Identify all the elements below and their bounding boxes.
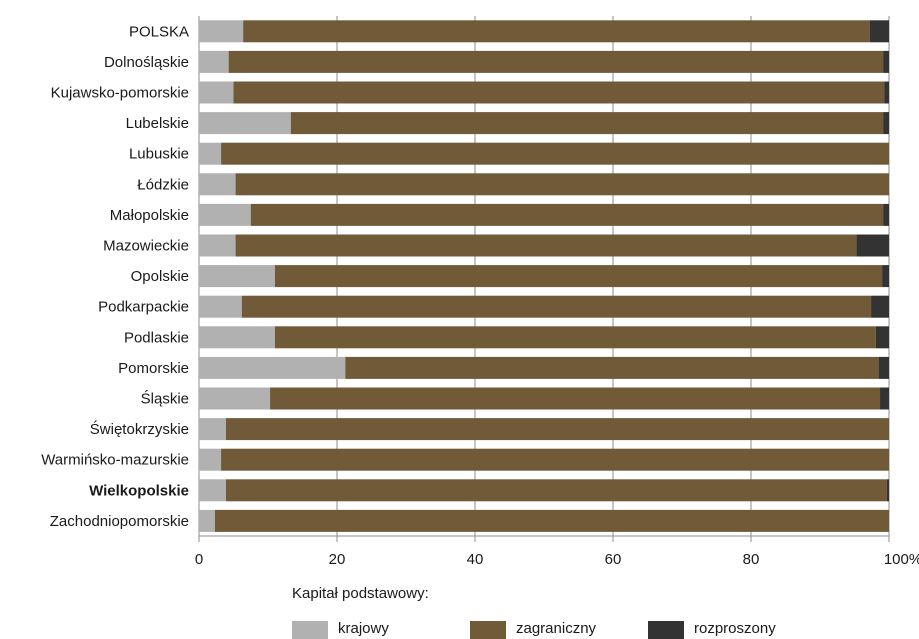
bar-zagraniczny-11 — [345, 356, 879, 379]
bar-zagraniczny-9 — [241, 295, 872, 318]
bar-krajowy-5 — [199, 173, 236, 196]
bar-krajowy-4 — [199, 142, 222, 165]
x-tick-label-3: 60 — [605, 551, 622, 568]
category-label-11: Pomorskie — [118, 360, 189, 377]
legend-swatch-krajowy — [292, 621, 328, 639]
x-tick-label-1: 20 — [329, 551, 346, 568]
legend-label-zagraniczny: zagraniczny — [516, 620, 597, 637]
bar-zagraniczny-0 — [243, 20, 870, 43]
category-label-10: Podlaskie — [124, 329, 189, 346]
bar-rozproszony-3 — [883, 112, 889, 135]
bar-rozproszony-15 — [886, 479, 889, 502]
bar-krajowy-13 — [199, 418, 226, 441]
legend-item-zagraniczny: zagraniczny — [470, 621, 596, 639]
bar-rozproszony-11 — [878, 356, 889, 379]
category-label-1: Dolnośląskie — [104, 54, 189, 71]
bar-krajowy-7 — [199, 234, 236, 257]
category-label-4: Lubuskie — [129, 146, 189, 163]
bar-zagraniczny-4 — [221, 142, 889, 165]
bar-krajowy-10 — [199, 326, 275, 349]
category-label-2: Kujawsko-pomorskie — [51, 85, 189, 102]
bar-krajowy-0 — [199, 20, 244, 43]
legend-label-krajowy: krajowy — [338, 620, 389, 637]
legend-item-rozproszony: rozproszony — [648, 621, 776, 639]
bar-zagraniczny-14 — [221, 448, 889, 471]
legend-label-rozproszony: rozproszony — [694, 620, 776, 637]
bar-krajowy-3 — [199, 112, 291, 135]
bar-krajowy-14 — [199, 448, 222, 471]
bar-rozproszony-2 — [884, 81, 889, 104]
bar-zagraniczny-2 — [233, 81, 885, 104]
bar-zagraniczny-7 — [235, 234, 857, 257]
category-label-14: Warmińsko-mazurskie — [41, 452, 189, 469]
category-label-12: Śląskie — [141, 390, 189, 408]
bar-zagraniczny-6 — [250, 203, 884, 226]
bar-krajowy-15 — [199, 479, 226, 502]
bar-krajowy-2 — [199, 81, 234, 104]
bar-krajowy-12 — [199, 387, 271, 410]
bar-zagraniczny-5 — [235, 173, 889, 196]
category-label-7: Mazowieckie — [103, 238, 189, 255]
bar-krajowy-8 — [199, 265, 275, 288]
category-labels: POLSKA Dolnośląskie Kujawsko-pomorskie Lube… — [41, 23, 189, 530]
legend-swatch-rozproszony — [648, 621, 684, 639]
bar-zagraniczny-8 — [274, 265, 883, 288]
category-label-5: Łódzkie — [137, 176, 189, 193]
bar-rozproszony-12 — [880, 387, 889, 410]
category-label-9: Podkarpackie — [98, 299, 189, 316]
bar-krajowy-9 — [199, 295, 242, 318]
x-tick-label-2: 40 — [467, 551, 484, 568]
bars — [199, 20, 889, 532]
category-label-16: Zachodniopomorskie — [50, 513, 189, 530]
bar-krajowy-1 — [199, 50, 229, 73]
legend-item-krajowy: krajowy — [292, 621, 389, 639]
bar-rozproszony-0 — [869, 20, 889, 43]
category-label-15: Wielkopolskie — [89, 482, 189, 499]
bar-zagraniczny-16 — [214, 509, 889, 532]
bar-zagraniczny-13 — [225, 418, 889, 441]
bar-rozproszony-8 — [882, 265, 889, 288]
category-label-6: Małopolskie — [110, 207, 189, 224]
category-label-0: POLSKA — [129, 23, 189, 40]
category-label-13: Świętokrzyskie — [90, 420, 189, 438]
legend-title: Kapitał podstawowy: — [292, 585, 429, 602]
bar-rozproszony-1 — [883, 50, 889, 73]
bar-krajowy-6 — [199, 203, 251, 226]
x-tick-label-0: 0 — [195, 551, 203, 568]
x-tick-label-4: 80 — [743, 551, 760, 568]
x-tick-label-5: 100% — [884, 551, 919, 568]
bar-rozproszony-7 — [856, 234, 889, 257]
legend-swatch-zagraniczny — [470, 621, 506, 639]
x-axis: 0 20 40 60 80 100% — [195, 535, 919, 568]
category-label-3: Lubelskie — [126, 115, 189, 132]
category-label-8: Opolskie — [131, 268, 189, 285]
bar-rozproszony-9 — [871, 295, 889, 318]
bar-rozproszony-10 — [875, 326, 889, 349]
bar-zagraniczny-1 — [228, 50, 884, 73]
bar-zagraniczny-3 — [290, 112, 884, 135]
bar-krajowy-11 — [199, 356, 346, 379]
bar-zagraniczny-10 — [274, 326, 876, 349]
bar-rozproszony-6 — [883, 203, 889, 226]
bar-krajowy-16 — [199, 509, 215, 532]
bar-zagraniczny-15 — [225, 479, 887, 502]
bar-zagraniczny-12 — [270, 387, 881, 410]
